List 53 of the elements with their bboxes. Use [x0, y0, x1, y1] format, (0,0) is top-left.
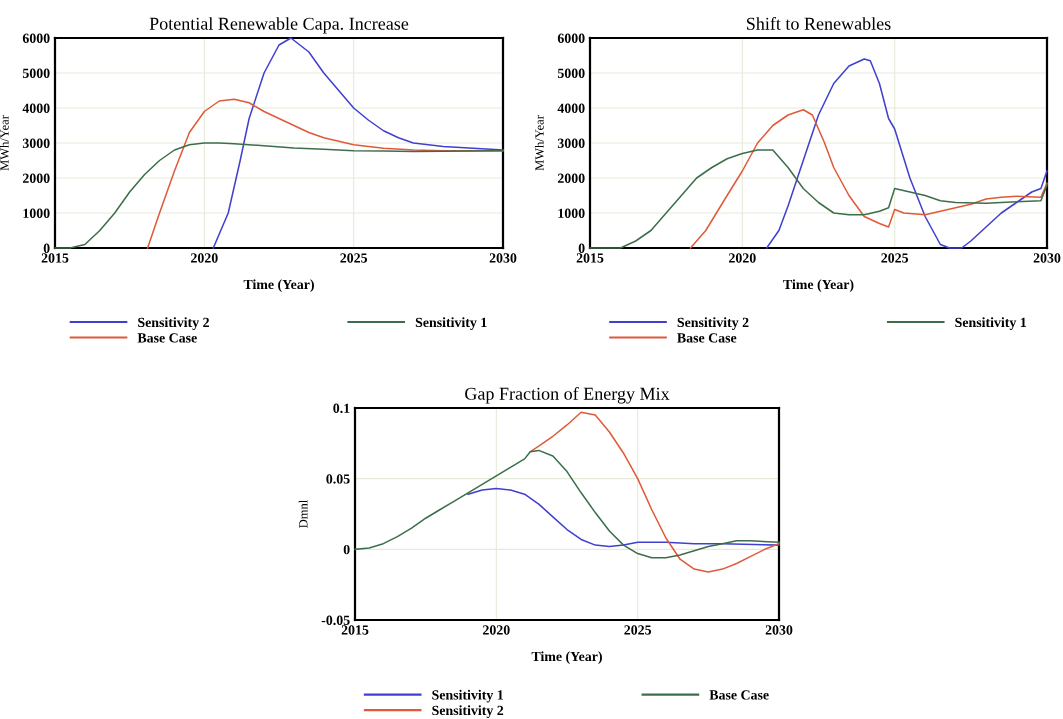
y-tick-label: 1000	[558, 208, 585, 218]
x-tick-label: 2030	[765, 625, 793, 635]
x-tick-label: 2025	[340, 253, 368, 263]
y-axis-title: Dmnl	[298, 500, 308, 528]
x-tick-label: 2025	[624, 625, 652, 635]
y-tick-label: 0	[43, 243, 50, 253]
y-tick-label: 0.05	[326, 474, 350, 484]
x-tick-label: 2015	[41, 253, 69, 263]
y-tick-label: 0	[343, 544, 350, 555]
x-tick-label: 2030	[1033, 253, 1061, 263]
y-tick-label: 3000	[22, 138, 50, 148]
y-tick-label: 4000	[22, 103, 50, 113]
y-tick-label: 0.1	[333, 403, 350, 414]
y-tick-label: 2000	[22, 173, 50, 183]
y-tick-label: 1000	[23, 208, 50, 218]
x-tick-label: 2025	[881, 253, 909, 263]
legend-label: Sensitivity 1	[955, 317, 1027, 330]
x-tick-label: 2020	[191, 253, 218, 263]
legend-label: Sensitivity 1	[432, 689, 504, 703]
y-tick-label: 3000	[557, 138, 585, 148]
legend-label: Sensitivity 2	[677, 317, 749, 330]
y-tick-label: 5000	[557, 68, 585, 78]
legend-label: Base Case	[709, 690, 769, 700]
line-series	[529, 411, 780, 573]
x-axis-title: Time (Year)	[783, 279, 854, 292]
line-series	[467, 487, 780, 548]
x-tick-label: 2030	[489, 253, 517, 263]
y-axis-title: MWh/Year	[534, 115, 544, 171]
x-tick-label: 2015	[576, 253, 604, 263]
legend-label: Sensitivity 1	[415, 317, 487, 330]
line-series	[354, 449, 780, 559]
legend-label: Sensitivity 2	[138, 317, 209, 330]
legend-label: Base Case	[137, 333, 197, 343]
y-axis-title: MWh/Year	[0, 115, 9, 171]
chart-title: Shift to Renewables	[746, 16, 891, 30]
x-axis-title: Time (Year)	[243, 279, 314, 292]
x-tick-label: 2020	[483, 625, 510, 635]
y-tick-label: 5000	[22, 68, 50, 78]
line-series	[689, 108, 1048, 249]
legend-label: Sensitivity 2	[432, 705, 504, 718]
x-axis-title: Time (Year)	[531, 651, 602, 664]
y-tick-label: -0.05	[321, 615, 350, 626]
y-tick-label: 4000	[557, 103, 585, 113]
chart-title: Gap Fraction of Energy Mix	[465, 386, 670, 404]
x-tick-label: 2020	[729, 253, 756, 263]
y-tick-label: 6000	[557, 33, 585, 43]
chart-title: Potential Renewable Capa. Increase	[149, 17, 409, 34]
x-tick-label: 2015	[341, 625, 369, 635]
line-series	[765, 58, 1048, 249]
legend-label: Base Case	[677, 333, 737, 343]
y-tick-label: 0	[578, 243, 585, 253]
y-tick-label: 6000	[22, 33, 50, 43]
y-tick-label: 2000	[557, 173, 585, 183]
